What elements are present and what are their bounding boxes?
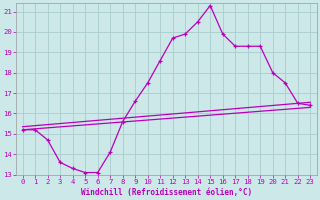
X-axis label: Windchill (Refroidissement éolien,°C): Windchill (Refroidissement éolien,°C) bbox=[81, 188, 252, 197]
